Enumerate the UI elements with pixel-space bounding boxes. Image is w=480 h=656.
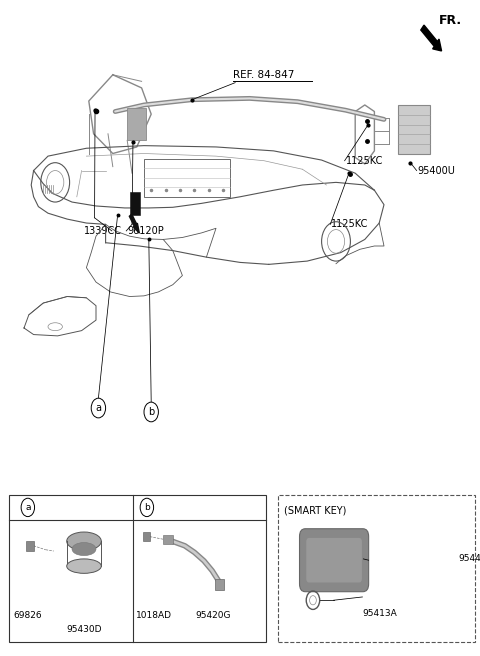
Text: 1339CC: 1339CC [84, 226, 122, 236]
Circle shape [91, 398, 106, 418]
Text: b: b [148, 407, 155, 417]
Text: FR.: FR. [439, 14, 462, 28]
Text: b: b [144, 503, 150, 512]
Text: a: a [96, 403, 101, 413]
Text: 95440K: 95440K [458, 554, 480, 564]
Ellipse shape [72, 543, 96, 556]
Circle shape [21, 499, 35, 517]
Text: 96120P: 96120P [127, 226, 164, 236]
Text: 95413A: 95413A [362, 609, 397, 618]
Bar [278, 495, 475, 642]
Bar [26, 541, 34, 551]
Bar [144, 159, 230, 197]
FancyArrow shape [130, 214, 139, 233]
Bar [163, 535, 173, 544]
FancyBboxPatch shape [300, 529, 369, 592]
Text: 95400U: 95400U [418, 165, 456, 176]
Bar [215, 579, 224, 590]
FancyArrow shape [421, 25, 442, 51]
Text: 1125KC: 1125KC [346, 155, 383, 166]
Ellipse shape [67, 532, 101, 550]
Bar [398, 105, 430, 154]
FancyBboxPatch shape [306, 538, 362, 583]
Text: (SMART KEY): (SMART KEY) [284, 505, 347, 515]
Text: REF. 84-847: REF. 84-847 [233, 70, 294, 80]
Text: 1125KC: 1125KC [331, 219, 369, 230]
Bar [127, 108, 146, 140]
Ellipse shape [67, 559, 101, 573]
Text: 1018AD: 1018AD [135, 611, 172, 620]
Circle shape [144, 402, 158, 422]
Bar [9, 495, 266, 642]
Text: a: a [25, 503, 31, 512]
Text: 95420G: 95420G [196, 611, 231, 620]
Bar [130, 192, 140, 215]
Text: 69826: 69826 [13, 611, 42, 620]
Bar [143, 532, 150, 541]
Text: 95430D: 95430D [66, 625, 102, 634]
Circle shape [140, 499, 154, 517]
